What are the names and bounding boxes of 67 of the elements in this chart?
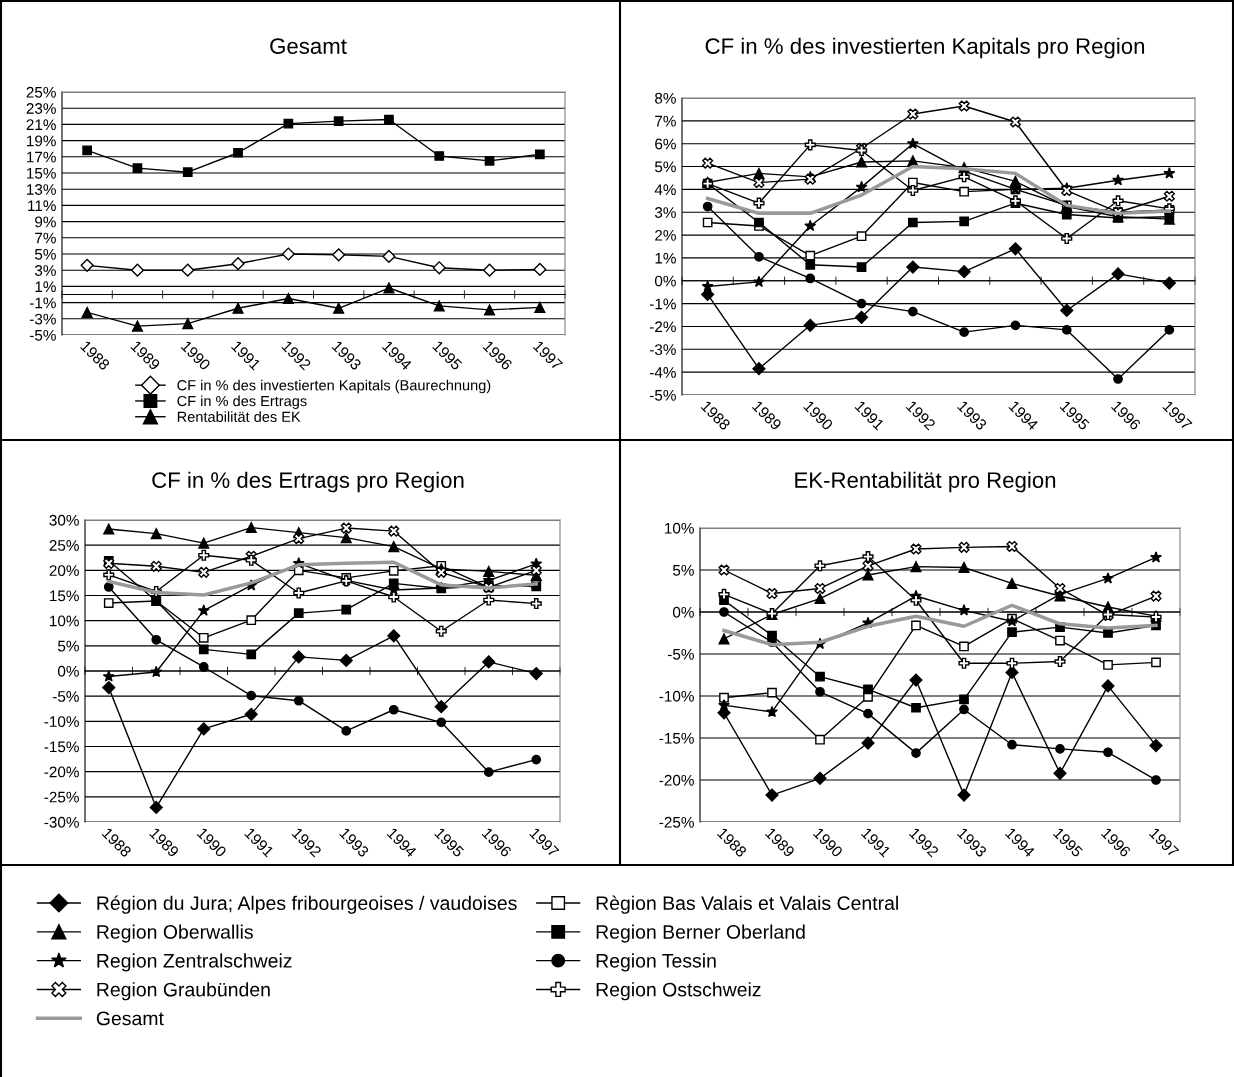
y-tick-label: -2% bbox=[649, 321, 676, 333]
y-tick-label: -25% bbox=[44, 791, 79, 803]
y-tick-label: 21% bbox=[26, 119, 56, 131]
y-tick-label: 4% bbox=[654, 184, 676, 196]
y-tick-label: 8% bbox=[655, 92, 676, 104]
chart-title: CF in % des investierten Kapitals pro Region bbox=[705, 37, 1145, 59]
y-tick-label: 15% bbox=[27, 167, 56, 179]
y-tick-label: -5% bbox=[649, 389, 676, 401]
y-tick-label: 0% bbox=[57, 665, 79, 677]
y-tick-label: -20% bbox=[44, 766, 79, 778]
y-tick-label: 13% bbox=[27, 184, 56, 195]
y-tick-label: -15% bbox=[44, 741, 79, 753]
y-tick-label: -4% bbox=[649, 367, 676, 378]
legend-label: Region Graubünden bbox=[97, 982, 270, 1001]
y-tick-label: 19% bbox=[27, 135, 56, 147]
legend-label: Region Oberwallis bbox=[97, 924, 253, 943]
legend-label: Règion Bas Valais et Valais Central bbox=[596, 895, 898, 914]
y-tick-label: 1% bbox=[35, 281, 56, 293]
y-tick-label: -5% bbox=[29, 329, 56, 341]
chart-title: Gesamt bbox=[270, 38, 347, 54]
y-tick-label: 1% bbox=[655, 252, 676, 264]
y-tick-label: -3% bbox=[649, 344, 676, 355]
y-tick-label: -1% bbox=[649, 298, 676, 310]
y-tick-label: 15% bbox=[50, 590, 79, 602]
y-tick-label: 6% bbox=[655, 138, 676, 150]
y-tick-label: 5% bbox=[672, 564, 694, 576]
y-tick-label: -10% bbox=[44, 716, 79, 728]
y-tick-label: -3% bbox=[29, 313, 56, 325]
y-tick-label: 0% bbox=[654, 275, 676, 287]
y-tick-label: -10% bbox=[659, 690, 694, 702]
y-tick-label: 7% bbox=[35, 232, 56, 244]
chart-title: CF in % des Ertrags pro Region bbox=[152, 471, 464, 493]
legend-label: Région du Jura; Alpes fribourgeoises / vaudoises bbox=[97, 895, 517, 914]
y-tick-label: 10% bbox=[50, 615, 79, 627]
y-tick-label: 25% bbox=[26, 86, 56, 98]
y-tick-label: 9% bbox=[35, 216, 56, 228]
legend-label: CF in % des Ertrags bbox=[177, 395, 307, 410]
y-tick-label: 5% bbox=[654, 161, 676, 173]
y-tick-label: -5% bbox=[667, 648, 694, 660]
legend-label: Rentabilität des EK bbox=[177, 411, 301, 422]
y-tick-label: -20% bbox=[659, 774, 694, 786]
y-tick-label: 3% bbox=[34, 265, 56, 276]
y-tick-label: 25% bbox=[49, 540, 79, 551]
legend-label: Region Ostschweiz bbox=[596, 982, 761, 1001]
y-tick-label: -15% bbox=[659, 732, 694, 744]
y-tick-label: 11% bbox=[28, 200, 56, 212]
y-tick-label: 20% bbox=[49, 565, 79, 577]
y-tick-label: 5% bbox=[34, 248, 56, 260]
y-tick-label: 17% bbox=[27, 151, 56, 163]
legend-label: Region Berner Oberland bbox=[596, 924, 805, 943]
y-tick-label: 2% bbox=[655, 229, 676, 241]
y-tick-label: -1% bbox=[29, 297, 56, 309]
legend-label: CF in % des investierten Kapitals (Baurechnung) bbox=[177, 379, 491, 394]
y-tick-label: 10% bbox=[665, 522, 694, 534]
legend-label: Region Tessin bbox=[596, 953, 716, 972]
chart-title: EK-Rentabilität pro Region bbox=[795, 471, 1056, 493]
y-tick-label: -25% bbox=[659, 816, 694, 828]
y-tick-label: 7% bbox=[655, 115, 676, 127]
y-tick-label: 30% bbox=[49, 514, 79, 526]
y-tick-label: -5% bbox=[52, 691, 79, 702]
legend-label: Gesamt bbox=[96, 1011, 164, 1026]
y-tick-label: 23% bbox=[26, 103, 56, 114]
y-tick-label: 5% bbox=[57, 640, 79, 652]
y-tick-label: -30% bbox=[44, 816, 79, 828]
legend-label: Region Zentralschweiz bbox=[97, 953, 292, 972]
y-tick-label: 3% bbox=[654, 207, 676, 218]
y-tick-label: 0% bbox=[672, 606, 694, 618]
